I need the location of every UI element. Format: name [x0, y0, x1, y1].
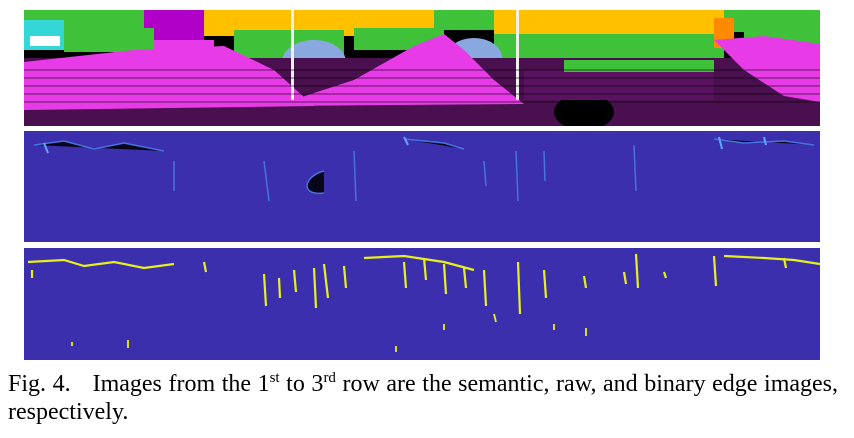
caption-text-part3: row are the semantic, raw, and binary ed… [8, 371, 839, 425]
raw-edge-image [24, 131, 820, 242]
caption-text-part1: Images from the 1 [92, 371, 270, 397]
semantic-image [24, 10, 820, 126]
caption-sup-third: rd [323, 370, 336, 386]
figure-caption: Fig. 4. Images from the 1st to 3rd row ar… [8, 370, 838, 426]
caption-text-part2: to 3 [279, 371, 324, 397]
caption-label: Fig. 4. [8, 371, 71, 397]
binary-edge-image [24, 248, 820, 360]
binary-edge-image-graphic [24, 248, 820, 360]
caption-sup-first: st [269, 370, 280, 386]
semantic-image-graphic [24, 10, 820, 126]
raw-edge-image-graphic [24, 131, 820, 242]
